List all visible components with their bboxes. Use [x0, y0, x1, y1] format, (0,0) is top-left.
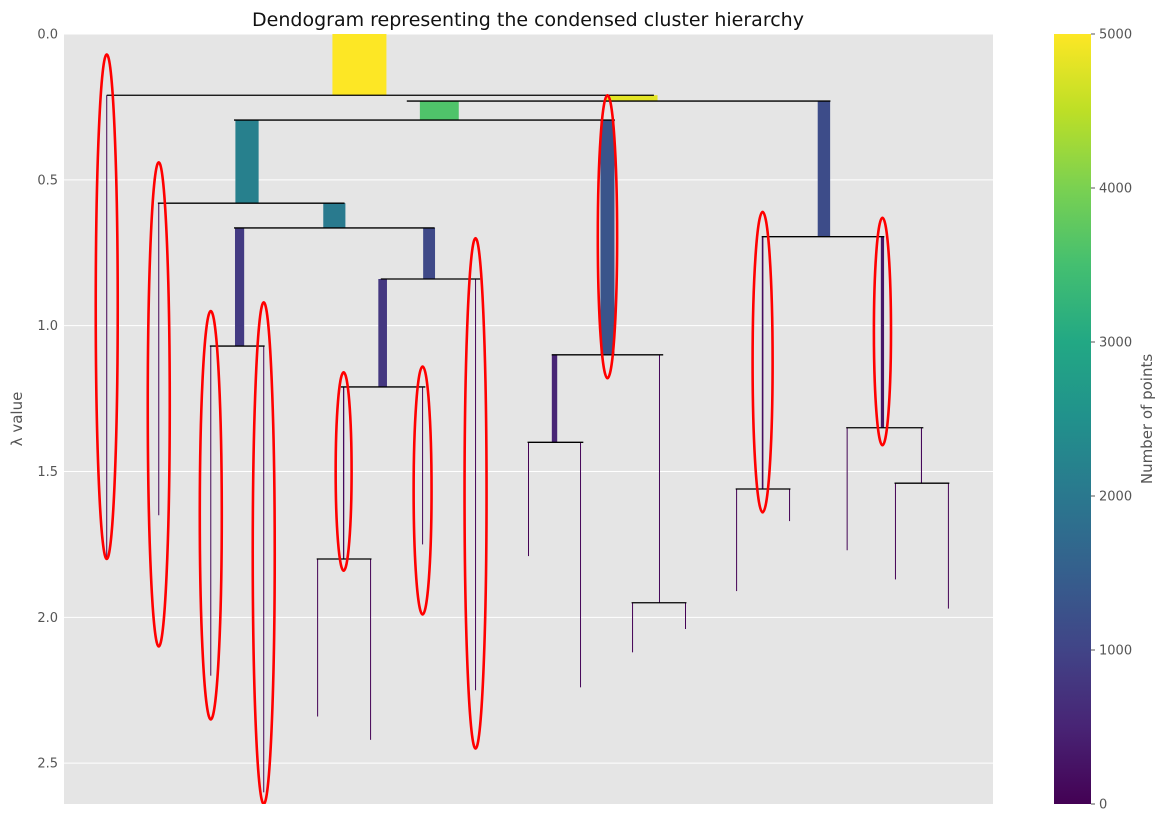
- cluster-branch: [817, 101, 831, 237]
- selected-cluster-ellipse: [198, 309, 224, 721]
- cluster-branch: [894, 483, 896, 580]
- dendrogram-branches: [106, 34, 949, 793]
- selected-cluster-ellipse: [751, 210, 774, 514]
- cluster-branch: [685, 602, 687, 629]
- cluster-branch: [600, 120, 615, 355]
- cluster-branch: [317, 559, 319, 717]
- selected-cluster-ellipse: [251, 301, 277, 804]
- selected-cluster-ellipse: [463, 236, 488, 750]
- cluster-branch: [234, 227, 245, 347]
- cluster-branch: [528, 442, 529, 557]
- y-tick-label: 0.0: [37, 28, 58, 43]
- cluster-branch: [106, 95, 108, 559]
- colorbar-tick-label: 5000: [1099, 28, 1132, 43]
- y-axis-label: λ value: [8, 392, 26, 447]
- cluster-branch: [422, 386, 424, 545]
- cluster-branch: [158, 203, 160, 516]
- cluster-branch: [378, 279, 387, 387]
- colorbar-tick-label: 3000: [1099, 336, 1132, 351]
- cluster-branch: [323, 203, 346, 228]
- cluster-branch: [342, 386, 345, 559]
- cluster-branch: [789, 489, 791, 522]
- selected-cluster-ellipse: [94, 53, 120, 561]
- y-tick-label: 1.5: [37, 465, 58, 480]
- colorbar-tick-label: 0: [1099, 798, 1107, 813]
- cluster-branch: [370, 559, 372, 740]
- selected-cluster-ellipse: [596, 93, 619, 380]
- cluster-branch: [332, 34, 387, 96]
- colorbar: [1054, 34, 1091, 804]
- selected-cluster-ellipse: [872, 216, 893, 447]
- selected-cluster-ellipse: [412, 365, 433, 616]
- cluster-branch: [263, 346, 265, 793]
- cluster-branch: [475, 279, 477, 691]
- plot-area: [64, 34, 993, 804]
- cluster-branch: [947, 483, 949, 609]
- colorbar-tick-label: 1000: [1099, 644, 1132, 659]
- cluster-branch: [235, 120, 259, 204]
- cluster-branch: [580, 442, 582, 688]
- chart-title: Dendogram representing the condensed clu…: [252, 9, 804, 31]
- cluster-branch: [605, 95, 658, 102]
- colorbar-tick-label: 2000: [1099, 490, 1132, 505]
- cluster-branch: [551, 354, 558, 443]
- cluster-branch: [632, 602, 634, 653]
- colorbar-tick-label: 4000: [1099, 182, 1132, 197]
- y-tick-label: 1.0: [37, 319, 58, 334]
- selected-cluster-ellipse: [146, 161, 172, 648]
- y-tick-label: 0.5: [37, 173, 58, 188]
- selected-cluster-ellipse: [334, 371, 353, 572]
- colorbar-ticks: 0 1000 2000 3000 4000 5000: [1091, 28, 1132, 813]
- selected-cluster-ellipses: [94, 53, 893, 804]
- cluster-branch: [761, 236, 764, 489]
- cluster-branch: [920, 427, 923, 484]
- y-axis-ticks: 0.0 0.5 1.0 1.5 2.0 2.5: [37, 28, 58, 772]
- cluster-branch: [210, 346, 212, 676]
- cluster-branch: [880, 236, 885, 428]
- cluster-branch: [846, 427, 848, 551]
- dendrogram-links: [106, 94, 950, 604]
- grid-lines: [64, 33, 993, 764]
- cluster-branch: [419, 101, 459, 121]
- colorbar-label: Number of points: [1138, 354, 1156, 485]
- cluster-branch: [423, 227, 436, 279]
- y-tick-label: 2.0: [37, 611, 58, 626]
- y-tick-label: 2.5: [37, 757, 58, 772]
- cluster-branch: [736, 489, 738, 592]
- cluster-branch: [658, 354, 660, 603]
